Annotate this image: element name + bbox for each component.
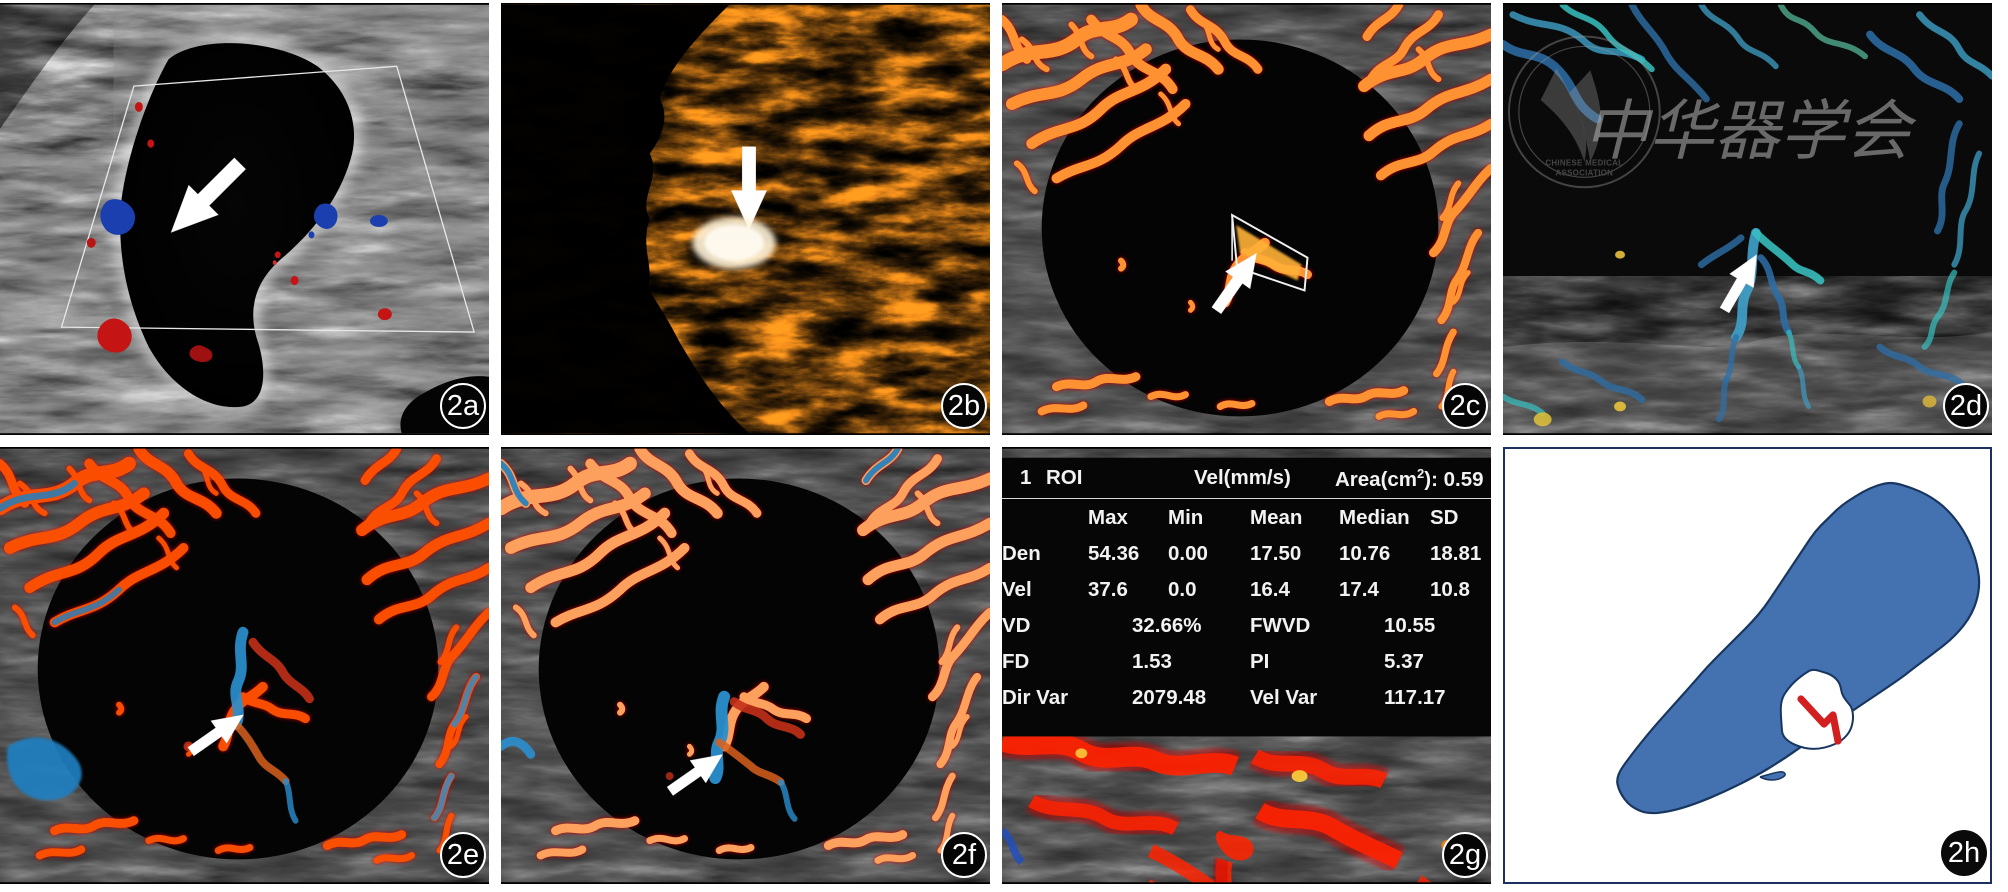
svg-text:中华器学会: 中华器学会 — [1583, 95, 1917, 168]
svg-text:ASSOCIATION: ASSOCIATION — [1555, 168, 1613, 177]
